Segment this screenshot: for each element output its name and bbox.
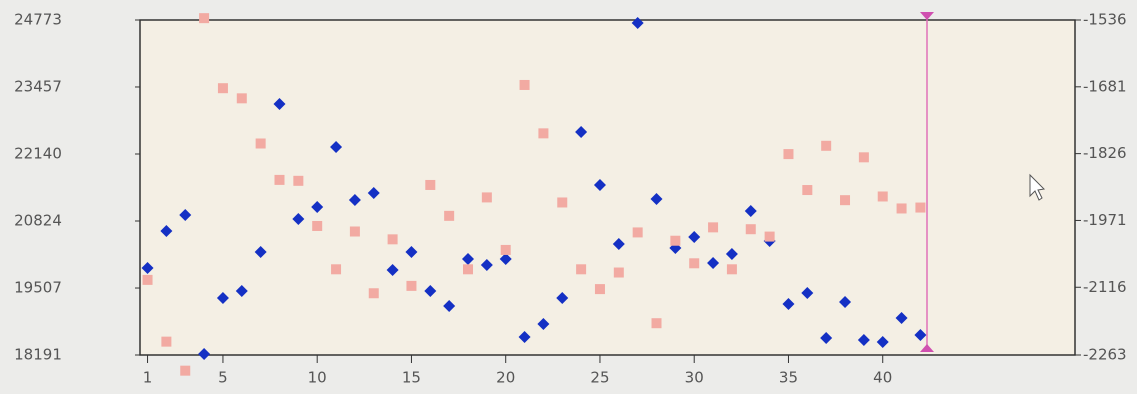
y2-tick-label: -2116 bbox=[1083, 278, 1127, 296]
x-tick-label: 1 bbox=[143, 369, 153, 387]
y2-tick-label: -1826 bbox=[1083, 144, 1127, 162]
point bbox=[878, 191, 888, 201]
point bbox=[897, 203, 907, 213]
point bbox=[802, 185, 812, 195]
point bbox=[331, 264, 341, 274]
point bbox=[783, 149, 793, 159]
point bbox=[161, 337, 171, 347]
x-tick-label: 35 bbox=[779, 369, 798, 387]
point bbox=[633, 227, 643, 237]
point bbox=[689, 258, 699, 268]
point bbox=[840, 195, 850, 205]
point bbox=[444, 211, 454, 221]
point bbox=[293, 176, 303, 186]
x-tick-label: 20 bbox=[496, 369, 515, 387]
y2-tick-label: -1681 bbox=[1083, 77, 1127, 95]
y2-tick-label: -1971 bbox=[1083, 211, 1127, 229]
point bbox=[765, 232, 775, 242]
x-tick-label: 15 bbox=[402, 369, 421, 387]
point bbox=[501, 245, 511, 255]
cursor-marker bbox=[920, 12, 934, 20]
point bbox=[463, 264, 473, 274]
point bbox=[746, 224, 756, 234]
x-tick-label: 40 bbox=[873, 369, 892, 387]
y2-tick-label: -1536 bbox=[1083, 11, 1127, 29]
point bbox=[350, 227, 360, 237]
point bbox=[388, 234, 398, 244]
point bbox=[652, 318, 662, 328]
point bbox=[425, 180, 435, 190]
point bbox=[708, 222, 718, 232]
point bbox=[482, 192, 492, 202]
point bbox=[595, 284, 605, 294]
point bbox=[614, 268, 624, 278]
y2-tick-label: -2263 bbox=[1083, 346, 1127, 364]
point bbox=[256, 138, 266, 148]
y-tick-label: 20824 bbox=[14, 211, 62, 229]
x-tick-label: 10 bbox=[308, 369, 327, 387]
point bbox=[312, 221, 322, 231]
point bbox=[369, 288, 379, 298]
point bbox=[670, 236, 680, 246]
y-tick-label: 23457 bbox=[14, 77, 62, 95]
point bbox=[520, 80, 530, 90]
x-tick-label: 30 bbox=[685, 369, 704, 387]
point bbox=[406, 281, 416, 291]
point bbox=[199, 13, 209, 23]
y-tick-label: 19507 bbox=[14, 279, 62, 297]
point bbox=[237, 93, 247, 103]
point bbox=[143, 275, 153, 285]
plot-area bbox=[140, 20, 1075, 355]
point bbox=[274, 175, 284, 185]
y-tick-label: 18191 bbox=[14, 346, 62, 364]
x-tick-label: 25 bbox=[590, 369, 609, 387]
point bbox=[557, 197, 567, 207]
point bbox=[915, 203, 925, 213]
point bbox=[576, 264, 586, 274]
point bbox=[180, 366, 190, 376]
point bbox=[218, 83, 228, 93]
point bbox=[821, 141, 831, 151]
y-tick-label: 24773 bbox=[14, 11, 62, 29]
point bbox=[859, 152, 869, 162]
point bbox=[727, 264, 737, 274]
chart: 18191 19507 20824 22140 23457 24773 -2263 -2116… bbox=[0, 0, 1137, 394]
point bbox=[538, 128, 548, 138]
x-tick-label: 5 bbox=[218, 369, 228, 387]
y-tick-label: 22140 bbox=[14, 145, 62, 163]
